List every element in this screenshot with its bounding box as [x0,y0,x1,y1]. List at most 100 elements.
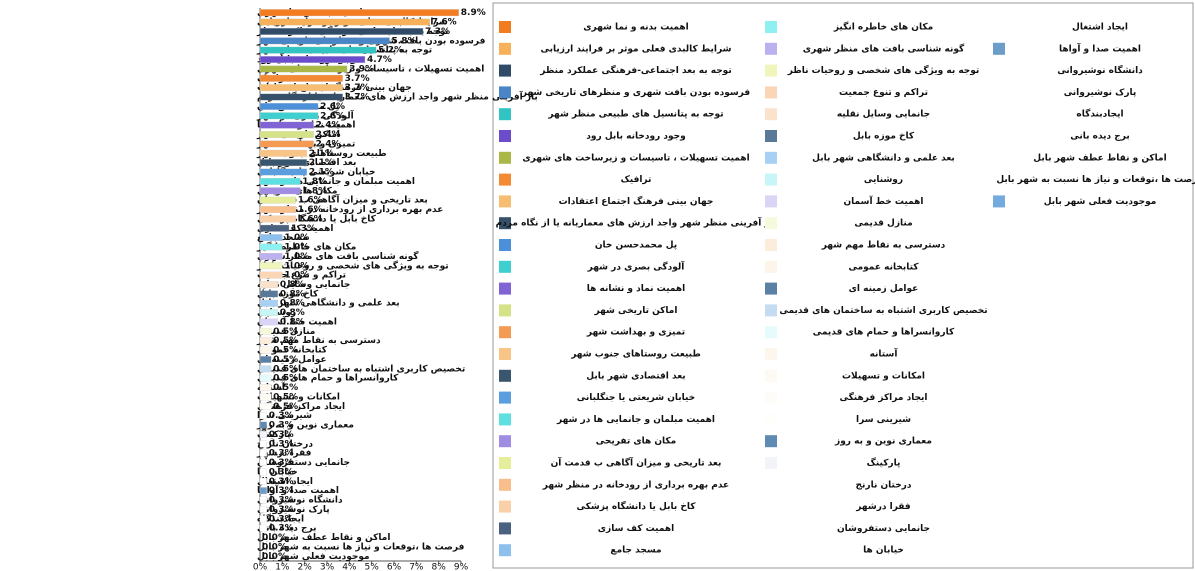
legend-label: اهمیت نماد و نشانه ها [587,284,685,294]
legend-swatch [499,64,511,77]
x-tick-label: 2% [298,563,313,571]
bar [259,56,366,63]
legend-swatch [499,260,511,273]
bar [259,487,267,495]
x-tick-label: 4% [342,563,357,571]
bar [259,65,348,73]
legend-label: کاخ موزه بابل [853,132,915,142]
value-label: 1.0% [284,243,309,253]
value-label: 1.8% [302,186,327,196]
legend-label: کاروانسراها و حمام های قدیمی [813,328,955,338]
bar [259,93,343,101]
bar [259,206,296,213]
value-label: 0.5% [273,402,298,412]
legend-swatch [499,304,511,317]
legend-label: جانمایی وسایل نقلیه [837,110,930,120]
y-tick-label: اهمیت صدا و آواها [257,484,339,496]
value-label: 4.7% [367,55,392,65]
legend-swatch [765,42,777,55]
value-label: 0.3% [269,496,294,506]
legend-label: فرصت ها ،توقعات و نیاز ها نسبت به شهر با… [996,175,1195,185]
legend-label: ایجاد مراکز فرهنگی [839,391,927,403]
bar [259,318,279,326]
bar [259,121,314,129]
legend-label: برج دیده بانی [1070,132,1129,142]
y-tick-label: فرصت ها ،توقعات و نیاز ها نسبت به شهر با… [257,542,464,552]
y-tick-label: موجودیت فعلی شهر بابل [257,552,370,562]
legend-swatch [993,130,1005,142]
legend-label: ترافیک [621,175,652,185]
legend-swatch [765,86,777,99]
legend-swatch [499,500,511,513]
legend-swatch [499,282,511,295]
value-label: 8.9% [461,8,486,18]
value-label: 0.3% [269,477,294,487]
y-tick-label: ایجاد اشتغال [257,477,313,487]
legend-swatch [499,130,511,142]
legend-label: ایجاد اشتغال [1072,23,1128,33]
value-label: 0.8% [280,299,305,309]
value-label: 1.0% [284,261,309,271]
y-tick-label: درختان نارنج [257,439,313,449]
legend-swatch [765,478,777,491]
legend-swatch [765,413,777,426]
bar [259,384,272,392]
legend-label: دانشگاه نوشیروانی [1057,64,1143,76]
x-tick-label: 7% [409,563,424,571]
bar [259,102,319,110]
legend-label: امکانات و تسهیلات [842,371,925,381]
bar [259,299,279,307]
y-tick-label: جانمایی دستفروشان [257,458,350,468]
legend-swatch [765,369,777,382]
bar [259,374,272,382]
legend-label: جهان بینی فرهنگ اجتماع اعتقادات [559,195,714,207]
bar [259,506,267,513]
y-tick-label: مسجد جامع [257,233,308,243]
y-tick-label: عدم بهره برداری از رودخانه در منظر شهر [256,205,443,215]
bar [259,393,272,401]
legend-swatch [765,130,777,142]
value-label: 1.8% [302,177,327,187]
legend-label: گونه شناسی بافت های منظر شهری [803,42,965,54]
y-tick-label: خیابان ها [257,467,298,477]
bar [259,215,296,223]
legend-label: وجود رودخانه بابل رود [586,132,685,142]
value-label: 1.0% [284,271,309,281]
legend-swatch [993,64,1005,77]
x-tick-label: 8% [432,563,447,571]
legend-swatch [499,151,511,164]
bar [259,337,272,345]
y-tick-label: عوامل زمینه ای [257,355,327,365]
bar [259,440,267,448]
y-tick-label: کاخ موزه بابل [257,289,319,299]
y-tick-label: طبیعت روستاهای جنوب شهر [256,149,387,159]
value-label: 0.5% [273,392,298,402]
legend-label: کتابخانه عمومی [848,262,919,272]
value-label: 2.6% [320,102,345,112]
value-label: 0.3% [269,505,294,515]
value-label: 7.6% [432,18,457,28]
legend-label: عدم بهره برداری از رودخانه در منظر شهر [542,480,729,490]
value-label: 0.3% [269,439,294,449]
value-label: 0.3% [269,430,294,440]
value-label: 1.0% [284,233,309,243]
value-label: 2.1% [309,168,334,178]
legend-label: بعد علمی و دانشگاهی شهر بابل [812,151,955,163]
bar [259,431,267,438]
legend-label: اماکن تاریخی شهر [594,306,678,316]
bar [259,112,319,120]
value-label: 2.1% [309,158,334,168]
y-tick-label: دانشگاه نوشیروانی [257,494,343,506]
legend-swatch [765,282,777,295]
bar [259,356,272,363]
legend-label: اماکن و نقاط عطف شهر بابل [1033,153,1166,163]
value-label: 1.0% [284,252,309,262]
bar [259,271,283,279]
legend-swatch [499,478,511,491]
legend-swatch [499,173,511,186]
value-label: 0.3% [269,458,294,468]
value-label: 7.3% [425,27,450,37]
bar [259,224,290,232]
legend-label: خیابان ها [863,546,904,556]
legend-label: باز آفرینی منظر شهر واجد ارزش های معماری… [496,217,777,229]
